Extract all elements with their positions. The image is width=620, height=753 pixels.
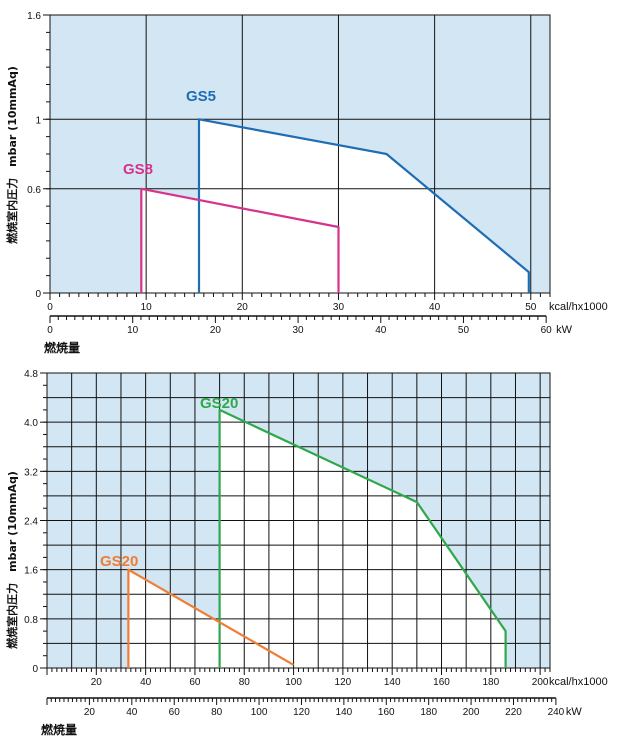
y-tick-label: 3.2 <box>24 467 38 478</box>
series-line-gs20 <box>127 568 295 668</box>
x-axis-title: 燃焼量 <box>44 340 80 355</box>
series-label-gs20: GS20 <box>200 395 238 412</box>
x-tick-label-kw: 200 <box>463 707 480 718</box>
x-tick-label-kw: 240 <box>548 707 565 718</box>
y-tick-label: 0.8 <box>24 615 38 626</box>
x-tick-label-kcal: 50 <box>525 302 537 313</box>
x-unit-kw: kW <box>556 324 573 336</box>
x-tick-label-kcal: 30 <box>333 302 345 313</box>
y-tick-label: 0.6 <box>27 185 41 196</box>
x-tick-label-kcal: 0 <box>47 302 53 313</box>
x-tick-label-kcal: 100 <box>285 677 302 688</box>
x-tick-label-kcal: 10 <box>141 302 153 313</box>
chart-top: 0 0.6 1 1.6 燃焼室内圧力 mbar (10mmAq) 0 10 20 30 40 50 k… <box>5 11 608 355</box>
y-tick-label: 1.6 <box>24 566 38 577</box>
y-tick-label: 1.6 <box>27 11 41 22</box>
x-tick-label-kw: 10 <box>127 325 139 336</box>
x-tick-label-kcal: 200 <box>532 677 549 688</box>
y-tick-label: 0 <box>35 289 41 300</box>
x-tick-label-kcal: 180 <box>482 677 499 688</box>
operating-region-gs20 <box>219 409 506 668</box>
series-label-gs20: GS20 <box>100 553 138 570</box>
y-tick-label: 2.4 <box>24 517 38 528</box>
x-axis-title: 燃焼量 <box>41 722 77 737</box>
series-label-gs8: GS8 <box>123 161 153 178</box>
x-tick-label-kw: 100 <box>251 707 268 718</box>
x-tick-label-kcal: 60 <box>189 677 201 688</box>
x-tick-label-kcal: 20 <box>237 302 249 313</box>
x-tick-label-kw: 140 <box>336 707 353 718</box>
x-tick-label-kw: 80 <box>211 707 223 718</box>
y-tick-label: 1 <box>35 115 41 126</box>
x-tick-label-kcal: 40 <box>140 677 152 688</box>
x-tick-label-kw: 60 <box>541 325 553 336</box>
y-tick-label: 0 <box>32 664 38 675</box>
x-unit-kcal: kcal/hx1000 <box>549 676 608 688</box>
series-line-gs8 <box>140 187 340 293</box>
x-tick-label-kw: 40 <box>375 325 387 336</box>
x-tick-label-kw: 120 <box>293 707 310 718</box>
x-tick-label-kw: 40 <box>126 707 138 718</box>
x-unit-kw: kW <box>566 706 583 718</box>
x-tick-label-kcal: 160 <box>433 677 450 688</box>
y-axis-title: 燃焼室内圧力 mbar (10mmAq) <box>5 471 19 650</box>
x-tick-label-kcal: 20 <box>91 677 103 688</box>
y-tick-label: 4.0 <box>24 418 38 429</box>
y-tick-label: 4.8 <box>24 369 38 380</box>
x-tick-label-kcal: 40 <box>429 302 441 313</box>
x-tick-label-kcal: 120 <box>335 677 352 688</box>
y-axis-title: 燃焼室内圧力 mbar (10mmAq) <box>5 66 19 245</box>
series-line-gs5 <box>197 118 530 293</box>
chart-bottom: 0 0.8 1.6 2.4 3.2 4.0 4.8 燃焼室内圧力 mbar (10mmAq) 2… <box>5 369 608 737</box>
x-tick-label-kw: 160 <box>378 707 395 718</box>
x-tick-label-kcal: 80 <box>239 677 251 688</box>
series-label-gs5: GS5 <box>186 88 216 105</box>
x-tick-label-kw: 50 <box>458 325 470 336</box>
x-tick-label-kw: 220 <box>505 707 522 718</box>
operating-region-gs8 <box>141 188 339 293</box>
series-line-gs20 <box>218 408 507 668</box>
x-tick-label-kw: 0 <box>47 325 53 336</box>
x-unit-kcal: kcal/hx1000 <box>549 301 608 313</box>
x-tick-label-kw: 60 <box>169 707 181 718</box>
x-tick-label-kw: 20 <box>210 325 222 336</box>
x-tick-label-kcal: 140 <box>384 677 401 688</box>
x-tick-label-kw: 30 <box>293 325 305 336</box>
x-tick-label-kw: 20 <box>84 707 96 718</box>
x-tick-label-kw: 180 <box>420 707 437 718</box>
